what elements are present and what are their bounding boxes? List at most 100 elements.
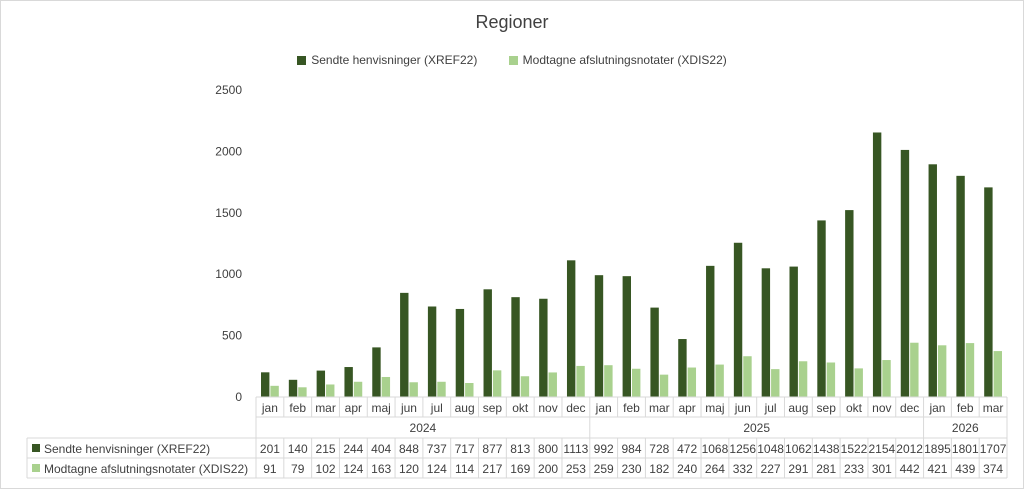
table-value: 163 [371,462,391,476]
table-value: 737 [427,442,447,456]
bar-modtagne [632,368,641,397]
table-value: 1062 [785,442,812,456]
bar-modtagne [353,381,363,397]
bar-sendte [956,175,965,397]
table-value: 291 [788,462,808,476]
table-value: 439 [955,462,975,476]
table-value: 984 [621,442,641,456]
table-value: 201 [260,442,280,456]
x-tick-label: jan [261,401,278,415]
bar-modtagne [659,374,669,397]
bar-sendte [733,242,743,397]
table-legend-key [32,464,40,472]
table-value: 442 [900,462,920,476]
bar-sendte [455,308,465,397]
x-tick-label: mar [649,401,670,415]
table-value: 2154 [868,442,895,456]
bar-modtagne [298,387,307,397]
table-value: 800 [538,442,558,456]
table-value: 79 [291,462,305,476]
table-value: 244 [343,442,363,456]
bar-sendte [261,372,270,397]
table-value: 182 [649,462,669,476]
bar-sendte [706,265,715,397]
bar-sendte [288,379,298,397]
x-tick-label: sep [817,401,837,415]
x-tick-label: apr [345,401,362,415]
bar-sendte [678,339,687,397]
year-group-label: 2026 [952,421,979,435]
x-tick-label: nov [872,401,891,415]
bar-modtagne [576,365,585,397]
table-value: 1522 [841,442,868,456]
bar-modtagne [604,365,613,397]
x-tick-label: nov [538,401,557,415]
table-value: 728 [649,442,669,456]
legend-label-modtagne: Modtagne afslutningsnotater (XDIS22) [522,53,727,67]
bar-sendte [789,266,798,397]
bar-modtagne [548,372,557,397]
bar-sendte [761,268,771,397]
table-value: 264 [705,462,725,476]
table-value: 233 [844,462,864,476]
table-value: 1113 [563,442,588,456]
table-value: 200 [538,462,558,476]
legend-swatch-modtagne [508,55,518,65]
bar-modtagne [409,382,418,397]
table-value: 240 [677,462,697,476]
bar-sendte [483,289,492,397]
year-group-label: 2025 [743,421,770,435]
bar-modtagne [993,351,1002,397]
bar-sendte [539,298,548,397]
bar-sendte [372,347,381,397]
x-tick-label: sep [483,401,503,415]
table-series-name: Sendte henvisninger (XREF22) [44,442,210,456]
x-tick-label: okt [846,401,863,415]
x-tick-label: mar [983,401,1004,415]
bar-modtagne [826,362,836,397]
bar-sendte [984,187,993,397]
table-value: 120 [399,462,419,476]
bar-modtagne [715,364,724,397]
table-value: 1256 [729,442,756,456]
bar-sendte [316,370,326,397]
table-value: 421 [927,462,947,476]
legend-item-modtagne: Modtagne afslutningsnotater (XDIS22) [508,53,727,67]
bar-sendte [566,260,576,397]
bar-modtagne [492,370,502,397]
table-value: 140 [288,442,308,456]
table-value: 91 [263,462,277,476]
bar-sendte [344,367,353,397]
table-value: 1895 [924,442,951,456]
table-value: 1801 [952,442,979,456]
bar-modtagne [437,381,446,397]
x-tick-label: jul [430,401,443,415]
table-value: 124 [343,462,363,476]
y-tick-label: 1500 [215,206,242,220]
bar-modtagne [798,361,808,397]
bar-modtagne [854,368,863,397]
x-tick-label: feb [957,401,974,415]
table-value: 1707 [980,442,1007,456]
bar-modtagne [771,369,780,397]
table-value: 301 [872,462,892,476]
table-value: 259 [594,462,614,476]
y-tick-label: 1000 [215,267,242,281]
bar-sendte [511,297,520,397]
bar-modtagne [743,356,752,397]
table-value: 1068 [702,442,729,456]
bar-sendte [400,292,409,397]
bar-sendte [427,306,437,397]
bar-modtagne [910,342,919,397]
bar-modtagne [465,383,474,397]
table-value: 217 [482,462,502,476]
x-tick-label: maj [705,401,724,415]
table-value: 124 [427,462,447,476]
table-value: 102 [316,462,336,476]
bar-sendte [622,276,631,397]
bar-sendte [900,149,910,397]
y-tick-label: 500 [222,329,242,343]
table-value: 1048 [757,442,784,456]
x-tick-label: jan [595,401,612,415]
